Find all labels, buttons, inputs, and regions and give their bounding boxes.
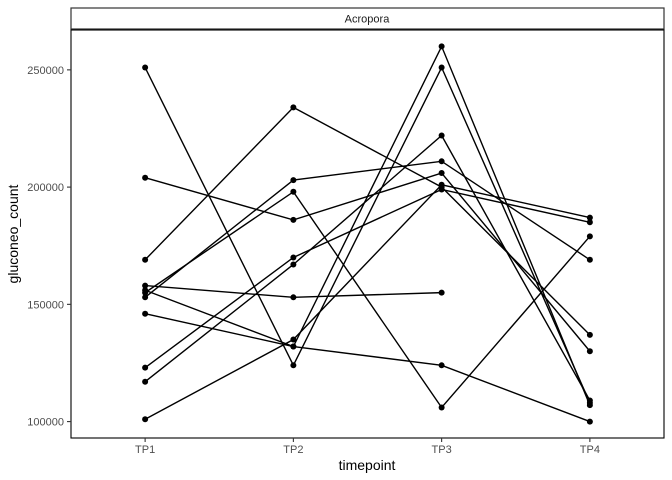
data-point xyxy=(586,348,593,355)
x-tick-label: TP1 xyxy=(135,444,155,456)
data-point xyxy=(142,294,149,301)
data-point xyxy=(142,310,149,317)
data-point xyxy=(586,331,593,338)
series-4 xyxy=(142,282,445,301)
series-layer xyxy=(142,43,593,425)
data-point xyxy=(438,362,445,369)
data-point xyxy=(142,378,149,385)
y-tick-label: 250000 xyxy=(27,65,64,77)
data-point xyxy=(438,181,445,188)
x-tick-label: TP2 xyxy=(283,444,303,456)
data-point xyxy=(438,43,445,50)
data-point xyxy=(586,256,593,263)
data-point xyxy=(142,282,149,289)
series-6 xyxy=(142,158,593,301)
data-point xyxy=(290,261,297,268)
data-point xyxy=(290,188,297,195)
data-point xyxy=(438,404,445,411)
data-point xyxy=(438,289,445,296)
y-axis: 100000 150000 200000 250000 xyxy=(27,65,71,429)
series-1 xyxy=(142,64,593,406)
series-line xyxy=(144,188,591,369)
x-tick-label: TP4 xyxy=(580,444,600,456)
series-line xyxy=(144,65,591,404)
y-tick-label: 100000 xyxy=(27,417,64,429)
data-point xyxy=(290,336,297,343)
data-point xyxy=(586,233,593,240)
series-line xyxy=(144,313,591,423)
data-point xyxy=(290,177,297,184)
y-tick-label: 200000 xyxy=(27,182,64,194)
data-point xyxy=(290,254,297,261)
data-point xyxy=(290,104,297,111)
data-point xyxy=(438,132,445,139)
series-3 xyxy=(142,104,593,338)
data-point xyxy=(142,174,149,181)
series-11 xyxy=(142,188,593,411)
y-axis-title: gluconeo_count xyxy=(5,184,21,283)
data-point xyxy=(586,397,593,404)
data-point xyxy=(290,343,297,350)
data-point xyxy=(290,216,297,223)
data-point xyxy=(290,294,297,301)
series-line xyxy=(144,44,591,406)
data-point xyxy=(438,64,445,71)
data-point xyxy=(142,289,149,296)
y-tick-label: 150000 xyxy=(27,299,64,311)
series-line xyxy=(144,106,591,336)
data-point xyxy=(586,214,593,221)
data-point xyxy=(438,186,445,193)
x-axis-title: timepoint xyxy=(339,457,396,473)
panel-border xyxy=(70,29,665,439)
series-8 xyxy=(142,186,593,371)
data-point xyxy=(290,362,297,369)
series-line xyxy=(144,190,591,409)
data-point xyxy=(142,364,149,371)
x-axis: TP1 TP2 TP3 TP4 xyxy=(135,438,600,456)
data-point xyxy=(142,256,149,263)
data-point xyxy=(142,64,149,71)
series-line xyxy=(144,160,591,298)
series-5 xyxy=(142,43,593,409)
series-line xyxy=(144,134,591,401)
series-10 xyxy=(142,181,593,423)
data-point xyxy=(586,402,593,409)
data-point xyxy=(142,416,149,423)
data-point xyxy=(586,219,593,226)
series-7 xyxy=(142,310,593,425)
facet-label: Acropora xyxy=(345,14,391,26)
strip-background xyxy=(70,7,665,30)
x-tick-label: TP3 xyxy=(432,444,452,456)
data-point xyxy=(586,418,593,425)
data-point xyxy=(438,158,445,165)
data-point xyxy=(438,170,445,177)
series-9 xyxy=(142,132,593,404)
series-line xyxy=(144,183,591,420)
